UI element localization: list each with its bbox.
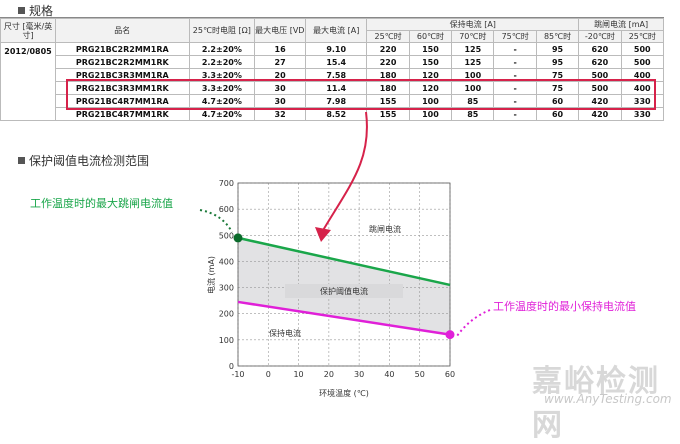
- section-divider: [0, 17, 664, 18]
- max-trip-line: [237, 236, 451, 287]
- header-size: 尺寸 [毫米/英寸]: [0, 18, 57, 43]
- x-tick-label: -10: [231, 370, 244, 379]
- x-tick-label: 0: [266, 370, 271, 379]
- square-bullet-icon: [18, 7, 25, 14]
- y-tick-label: 500: [219, 231, 234, 240]
- table-row: PRG21BC3R3MM1RA 3.3±20% 20 7.58 180 120 100-75…: [1, 68, 665, 82]
- y-tick-label: 300: [219, 284, 234, 293]
- max-trip-point: [233, 233, 243, 243]
- header-hold-60: 60℃时: [408, 30, 453, 43]
- min-hold-point: [445, 330, 455, 340]
- y-tick-label: 600: [219, 205, 234, 214]
- x-tick-label: 50: [415, 370, 425, 379]
- size-cell: 2012/0805: [0, 42, 57, 121]
- protect-label-bg: [285, 284, 403, 298]
- y-tick-label: 200: [219, 310, 234, 319]
- y-axis-label: 电流 (mA): [206, 256, 216, 294]
- y-tick-label: 0: [229, 362, 234, 371]
- y-tick-label: 700: [219, 179, 234, 188]
- x-tick-label: 30: [354, 370, 364, 379]
- annotation-max-trip: 工作温度时的最大跳闸电流值: [30, 196, 173, 210]
- callout-arrowhead: [315, 227, 331, 242]
- square-bullet-icon: [18, 157, 25, 164]
- annotation-arrow-magenta: [456, 309, 491, 337]
- x-tick-label: 60: [445, 370, 455, 379]
- header-vmax: 最大电压 [VDC]: [254, 18, 306, 43]
- y-tick-label: 100: [219, 336, 234, 345]
- header-hold-70: 70℃时: [451, 30, 495, 43]
- y-tick-label: 400: [219, 257, 234, 266]
- annotation-min-hold: 工作温度时的最小保持电流值: [493, 299, 636, 313]
- callout-arrow: [321, 111, 368, 233]
- plot-frame: [237, 182, 451, 367]
- header-trip: 跳闸电流 [mA]: [578, 18, 664, 31]
- header-part: 品名: [55, 18, 190, 43]
- highlight-box: [66, 79, 656, 110]
- spec-table: 尺寸 [毫米/英寸] 品名 25℃时电阻 [Ω] 最大电压 [VDC] 最大电流…: [0, 18, 665, 121]
- x-tick-label: 40: [384, 370, 394, 379]
- x-axis-label: 环境温度 (℃): [319, 388, 369, 398]
- annotation-arrow-green: [199, 209, 233, 233]
- header-imax: 最大电流 [A]: [304, 18, 368, 43]
- table-row: PRG21BC4R7MM1RA 4.7±20% 30 7.98 155 100 85-60 4…: [1, 94, 665, 108]
- table-row: PRG21BC2R2MM1RK 2.2±20% 27 15.4 220 150 125-95…: [1, 55, 665, 69]
- region-label-protect: 保护阈值电流: [320, 286, 368, 296]
- region-label-trip: 跳闸电流: [369, 224, 401, 234]
- min-hold-line: [237, 300, 451, 336]
- spec-section-title: 规格: [18, 2, 53, 19]
- table-cell: 400: [620, 81, 665, 95]
- current-range-chart: -10 0 10 20 30 40 50 600100200300400500600700跳闸…: [30, 111, 636, 398]
- x-tick-label: 10: [293, 370, 303, 379]
- header-hold-85: 85℃时: [535, 30, 580, 43]
- header-hold: 保持电流 [A]: [366, 18, 580, 31]
- region-label-hold: 保持电流: [269, 328, 301, 338]
- x-tick-label: 20: [324, 370, 334, 379]
- header-trip-m20: -20℃时: [578, 30, 622, 43]
- watermark-en: www.AnyTesting.com: [544, 392, 672, 406]
- range-section-title: 保护阈值电流检测范围: [18, 152, 149, 169]
